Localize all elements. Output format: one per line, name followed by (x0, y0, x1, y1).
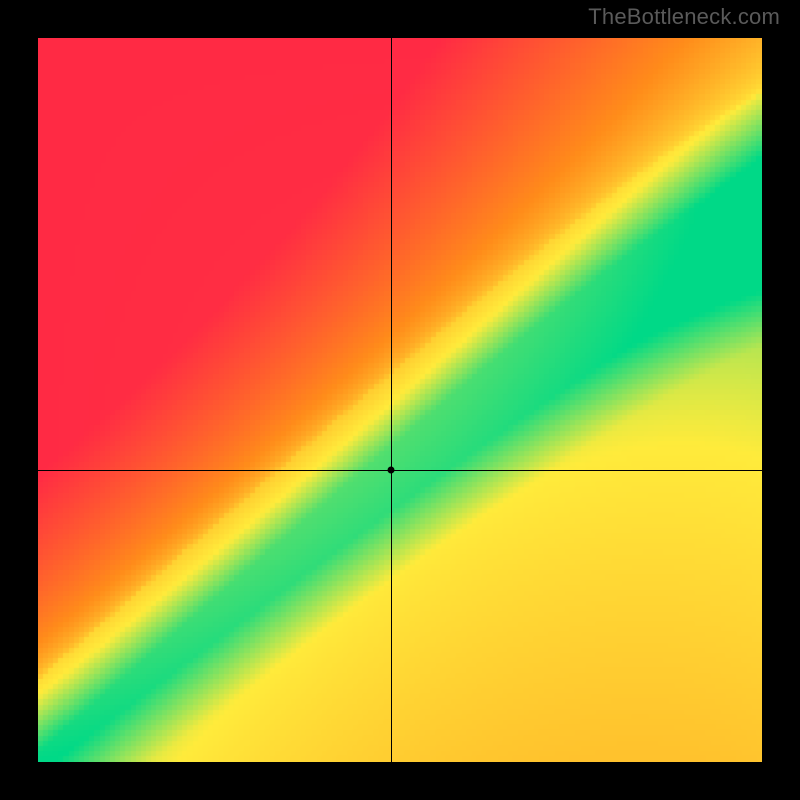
crosshair-vertical (391, 38, 392, 762)
heatmap-canvas (38, 38, 762, 762)
crosshair-horizontal (38, 470, 762, 471)
chart-frame: TheBottleneck.com (0, 0, 800, 800)
watermark-text: TheBottleneck.com (588, 4, 780, 30)
crosshair-dot (388, 467, 395, 474)
plot-area (38, 38, 762, 762)
